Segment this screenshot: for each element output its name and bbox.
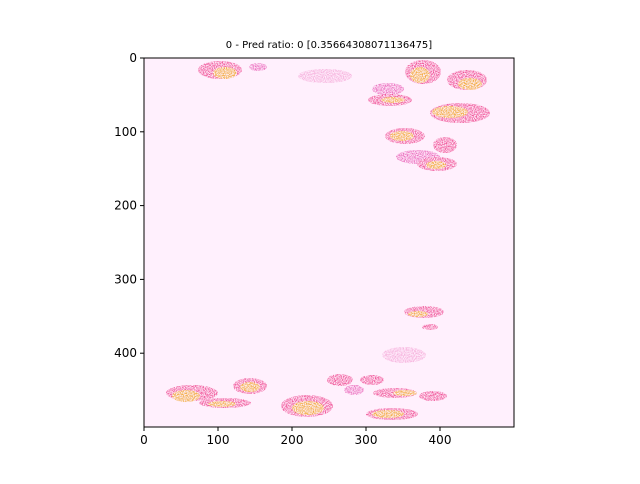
tissue-blob [390,131,414,141]
tissue-blob [432,106,468,118]
tissue-blob [213,67,237,79]
x-tick-label: 400 [429,433,452,447]
tissue-blob [372,410,404,418]
y-tick-label: 100 [114,125,137,139]
tissue-blob [292,401,324,415]
tissue-blob [172,390,200,402]
tissue-blob [208,401,236,407]
tissue-blob [426,161,446,169]
x-tick-label: 0 [140,433,148,447]
y-axis: 0 100 200 300 400 [114,51,144,360]
tissue-blob [408,311,428,317]
tissue-blob [344,385,364,395]
x-axis: 0 100 200 300 400 [140,427,451,447]
tissue-blob [360,375,384,385]
tissue-blob [433,137,457,153]
tissue-regions [166,60,490,420]
tissue-blob [327,374,353,386]
tissue-blob [410,67,430,83]
y-tick-label: 400 [114,346,137,360]
tissue-blob [393,390,417,396]
x-tick-label: 200 [281,433,304,447]
tissue-blob [382,347,426,363]
y-tick-label: 0 [129,51,137,65]
tissue-blob [422,324,438,330]
x-tick-label: 300 [355,433,378,447]
plot-title: 0 - Pred ratio: 0 [0.35664308071136475] [225,40,433,51]
tissue-blob [372,83,404,95]
y-tick-label: 300 [114,272,137,286]
tissue-blob [458,78,482,90]
plot-frame [143,57,515,428]
tissue-blob [249,63,267,71]
tissue-blob [419,391,447,401]
tissue-blob [240,382,260,392]
y-tick-label: 200 [114,199,137,213]
x-tick-label: 100 [207,433,230,447]
tissue-blob [381,97,405,103]
tissue-blob [298,69,352,83]
